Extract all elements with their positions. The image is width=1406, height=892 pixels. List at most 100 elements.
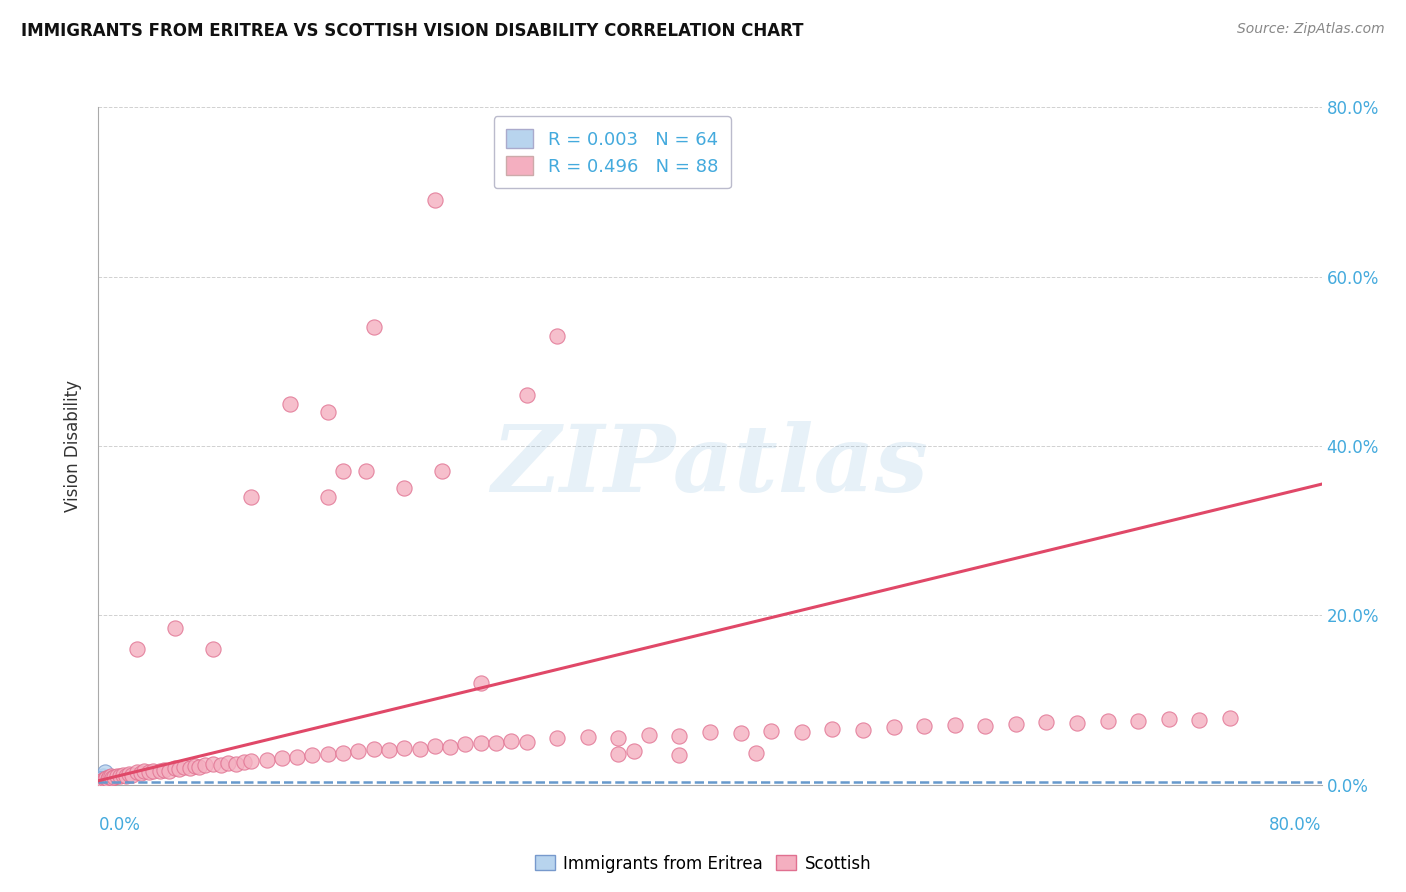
Point (89, 774, 111, 789)
Point (89, 775, 111, 789)
Point (256, 753, 278, 767)
Point (149, 764, 172, 779)
Point (576, 730, 599, 744)
Point (89, 773, 111, 788)
Point (392, 482, 416, 496)
Point (1128, 714, 1150, 728)
Point (89, 774, 111, 789)
Text: 80.0%: 80.0% (1270, 816, 1322, 834)
Point (668, 729, 690, 743)
Point (89, 772, 111, 787)
Point (121, 768, 143, 782)
Point (439, 739, 461, 754)
Point (142, 764, 165, 778)
Point (730, 726, 752, 740)
Text: ZIPatlas: ZIPatlas (492, 421, 928, 511)
Point (790, 724, 813, 739)
Point (432, 464, 454, 478)
Point (623, 744, 645, 758)
Point (699, 725, 721, 739)
Point (240, 490, 263, 504)
Point (423, 193, 446, 207)
Point (90, 772, 112, 786)
Point (217, 756, 239, 770)
Point (89, 773, 111, 788)
Point (89, 774, 111, 789)
Point (89, 772, 111, 787)
Point (101, 771, 124, 785)
Point (470, 676, 492, 690)
Point (100, 769, 122, 784)
Point (89, 772, 111, 787)
Point (354, 464, 377, 478)
Point (90, 775, 112, 789)
Point (90, 774, 112, 789)
Point (89, 773, 111, 788)
Y-axis label: Vision Disability: Vision Disability (65, 380, 83, 512)
Point (470, 735, 492, 749)
Point (89, 775, 111, 789)
Point (115, 769, 138, 783)
Point (90, 772, 112, 787)
Point (89, 772, 111, 786)
Point (89, 772, 111, 786)
Point (89, 773, 111, 788)
Point (285, 750, 308, 764)
Point (90, 773, 112, 788)
Point (89, 772, 111, 786)
Point (378, 743, 401, 757)
Point (90, 772, 112, 787)
Point (516, 735, 538, 749)
Point (90, 774, 112, 789)
Text: IMMIGRANTS FROM ERITREA VS SCOTTISH VISION DISABILITY CORRELATION CHART: IMMIGRANTS FROM ERITREA VS SCOTTISH VISI… (21, 22, 804, 40)
Point (91, 769, 114, 784)
Point (1219, 711, 1241, 725)
Point (89, 774, 111, 789)
Point (89, 775, 111, 789)
Point (607, 747, 630, 761)
Point (153, 763, 176, 777)
Point (94, 771, 117, 785)
Point (89, 774, 111, 789)
Point (90, 773, 112, 788)
Point (202, 756, 225, 771)
Point (232, 755, 254, 769)
Point (89, 774, 111, 789)
Point (90, 772, 112, 787)
Point (90, 772, 112, 787)
Point (98, 770, 121, 784)
Point (745, 746, 768, 760)
Point (89, 775, 111, 789)
Point (89, 771, 111, 785)
Point (974, 719, 997, 733)
Point (363, 320, 385, 334)
Point (89, 772, 111, 787)
Point (89, 772, 111, 787)
Point (883, 720, 905, 734)
Point (332, 464, 354, 478)
Point (278, 396, 301, 410)
Point (89, 775, 111, 789)
Point (89, 775, 111, 789)
Point (89, 772, 111, 786)
Point (89, 772, 111, 786)
Point (90, 775, 112, 789)
Legend: R = 0.003   N = 64, R = 0.496   N = 88: R = 0.003 N = 64, R = 0.496 N = 88 (494, 116, 731, 188)
Point (91, 773, 114, 788)
Point (91, 772, 114, 787)
Point (108, 769, 131, 784)
Point (173, 760, 195, 774)
Point (332, 746, 354, 760)
Point (184, 759, 207, 773)
Point (209, 757, 232, 772)
Point (501, 734, 523, 748)
Point (637, 728, 661, 742)
Point (89, 772, 111, 786)
Point (90, 774, 112, 789)
Point (1097, 714, 1119, 729)
Point (316, 405, 339, 419)
Point (89, 773, 111, 788)
Point (163, 761, 186, 775)
Point (912, 719, 935, 733)
Text: Source: ZipAtlas.com: Source: ZipAtlas.com (1237, 22, 1385, 37)
